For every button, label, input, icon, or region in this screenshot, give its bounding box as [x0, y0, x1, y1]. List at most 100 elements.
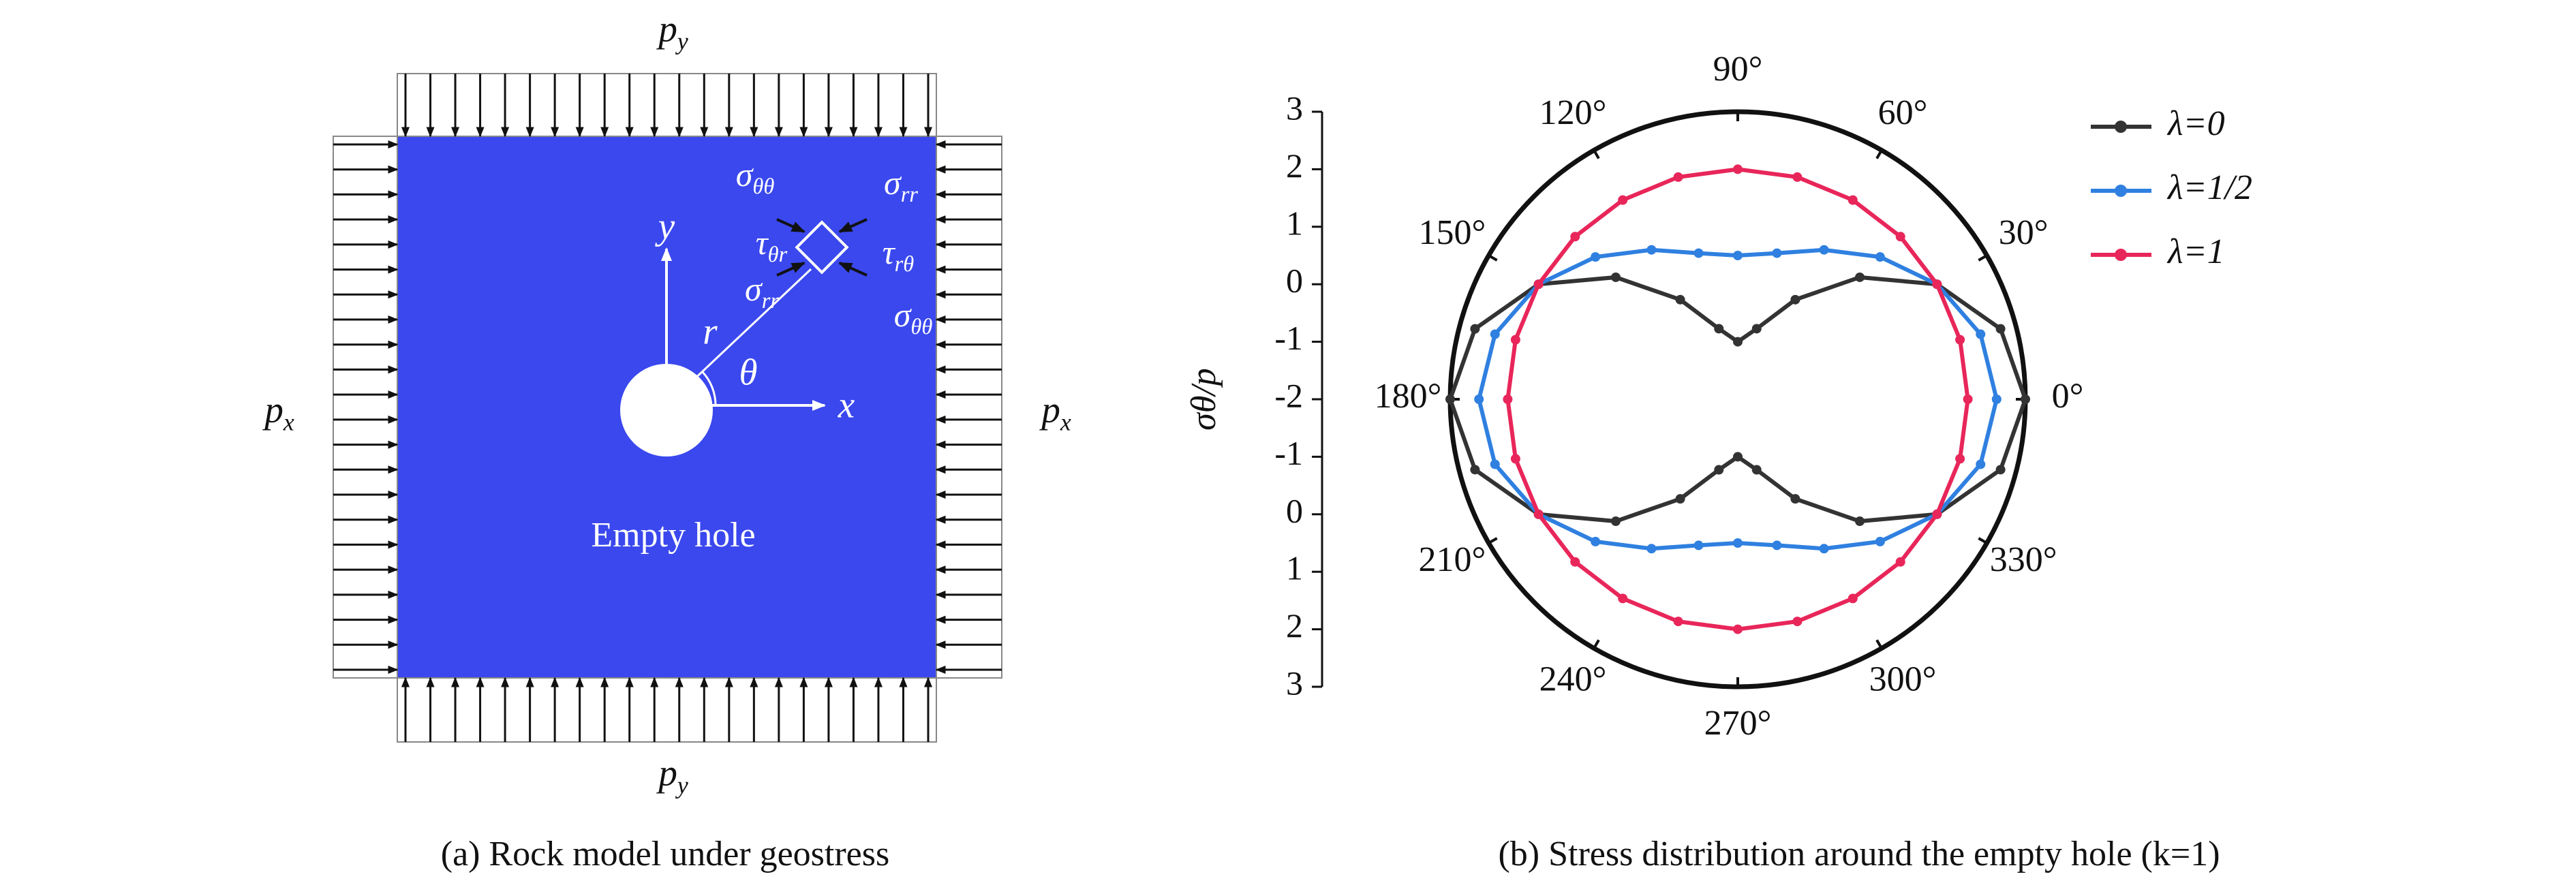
theta-tick-label: 300°: [1869, 660, 1937, 699]
series-marker: [1470, 324, 1480, 334]
legend-label: λ=0: [2166, 104, 2225, 143]
series-marker: [1895, 232, 1905, 242]
theta-tick: [1593, 639, 1600, 649]
series-line: [1447, 275, 2028, 524]
legend-marker: [2115, 121, 2127, 133]
legend-label: λ=1/2: [2166, 168, 2252, 207]
stress-label: σθθ: [894, 296, 933, 339]
r-tick-label: 2: [1286, 146, 1303, 185]
series-marker: [1510, 454, 1520, 464]
load-label: py: [656, 752, 688, 799]
theta-tick: [1978, 254, 1988, 262]
series-marker: [1790, 294, 1800, 305]
outer-circle: [1447, 109, 2028, 690]
r-tick-label: -1: [1274, 434, 1303, 472]
series-marker: [1470, 465, 1480, 475]
series-marker: [1675, 294, 1685, 305]
symbol-base: p: [262, 389, 283, 431]
series-marker: [1855, 516, 1865, 527]
symbol-subscript: rr: [901, 183, 919, 207]
r-tick-label: 1: [1286, 204, 1303, 242]
series-marker: [1955, 454, 1965, 464]
symbol-subscript: y: [675, 28, 688, 55]
series-marker: [1976, 459, 1986, 469]
series-marker: [1819, 245, 1829, 255]
series-marker: [1445, 394, 1455, 404]
r-tick-label: 3: [1286, 89, 1303, 127]
series-marker: [1673, 172, 1683, 182]
series-marker: [1751, 324, 1762, 334]
theta-tick: [1875, 639, 1883, 649]
theta-tick: [1875, 149, 1883, 159]
stress-arrow: [838, 262, 868, 277]
caption-a: (a) Rock model under geostress: [441, 835, 889, 873]
series-marker: [1570, 232, 1580, 242]
load-frame: [397, 677, 937, 743]
series-marker: [1932, 279, 1942, 290]
r-tick-label: 2: [1286, 606, 1303, 645]
series-marker: [1618, 195, 1628, 205]
series-marker: [1693, 540, 1704, 551]
rock-model: (a) Rock model under geostress Empty hol…: [262, 8, 1071, 873]
series-marker: [1714, 324, 1724, 334]
series-marker: [2021, 394, 2030, 404]
y-axis-label: σθ/p: [1184, 368, 1223, 431]
stress-label: τrθ: [883, 233, 915, 277]
theta-tick-label: 90°: [1713, 50, 1763, 89]
theta-tick-label: 60°: [1878, 93, 1928, 132]
series-marker: [1847, 195, 1858, 205]
r-label: r: [703, 311, 718, 352]
stress-arrow: [838, 218, 868, 233]
r-tick-label: -1: [1274, 319, 1303, 357]
symbol-subscript: θθ: [752, 174, 774, 199]
stress-label: σθθ: [736, 155, 775, 199]
legend-label: λ=1: [2166, 232, 2225, 271]
series-marker: [1955, 335, 1965, 345]
series-marker: [1610, 516, 1621, 527]
symbol-subscript: y: [675, 772, 688, 799]
series-marker: [1673, 617, 1683, 627]
symbol-subscript: x: [283, 409, 294, 436]
symbol-subscript: rr: [762, 289, 780, 313]
radius-line: [665, 268, 812, 407]
series-marker: [1646, 544, 1657, 554]
symbol-subscript: θr: [768, 243, 788, 267]
series-marker: [1618, 593, 1628, 604]
load-frame: [397, 73, 937, 137]
series-marker: [1675, 494, 1685, 504]
series-marker: [1792, 172, 1803, 182]
theta-arc: [701, 370, 717, 406]
series-marker: [1733, 251, 1743, 260]
series-marker: [1533, 509, 1544, 519]
series-marker: [1490, 459, 1500, 469]
theta-tick: [1488, 254, 1498, 262]
origin-label: O: [634, 398, 661, 439]
symbol-base: τ: [756, 223, 769, 262]
series-marker: [1474, 394, 1484, 404]
series-marker: [1895, 557, 1905, 567]
theta-tick-label: 180°: [1375, 377, 1442, 416]
series-line: [1477, 247, 1999, 551]
r-tick-label: -2: [1274, 376, 1303, 414]
series-marker: [1503, 394, 1513, 404]
theta-tick: [1488, 537, 1498, 544]
symbol-base: p: [656, 8, 677, 50]
caption-b: (b) Stress distribution around the empty…: [1498, 835, 2220, 873]
r-tick-label: 1: [1286, 549, 1303, 587]
series-marker: [1792, 617, 1803, 627]
theta-tick: [1978, 537, 1988, 544]
theta-tick: [1593, 149, 1600, 159]
series-marker: [1714, 465, 1724, 475]
series-marker: [1875, 252, 1885, 262]
series-marker: [1610, 272, 1621, 282]
series-marker: [1991, 394, 2002, 404]
region-label: Empty hole: [591, 516, 755, 555]
symbol-base: σ: [894, 296, 913, 334]
symbol-base: p: [1039, 389, 1060, 431]
stress-arrow: [776, 218, 806, 233]
series-marker: [1490, 329, 1500, 339]
theta-tick-label: 120°: [1539, 93, 1607, 132]
stress-label: τθr: [756, 223, 788, 267]
theta-tick-label: 30°: [1999, 213, 2049, 252]
